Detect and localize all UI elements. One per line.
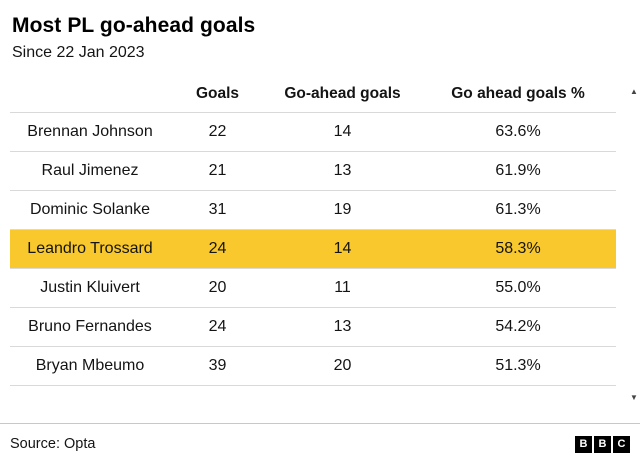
goals-value: 21 <box>208 162 227 179</box>
go-ahead-pct-value: 55.0% <box>495 279 541 296</box>
column-header-go-ahead-goals-pct: Go ahead goals % <box>451 85 585 102</box>
chart-card: Most PL go-ahead goals Since 22 Jan 2023… <box>10 14 640 402</box>
go-ahead-goals-value: 13 <box>333 162 352 179</box>
goals-value: 24 <box>208 318 227 335</box>
goals-value: 20 <box>208 279 227 296</box>
player-name: Dominic Solanke <box>29 201 151 218</box>
source-label: Source: Opta <box>10 436 96 452</box>
table-row: Bruno Fernandes 24 13 54.2% <box>10 308 616 347</box>
column-header-go-ahead-goals: Go-ahead goals <box>284 85 401 102</box>
go-ahead-pct-value: 51.3% <box>495 357 541 374</box>
player-name: Justin Kluivert <box>40 279 140 296</box>
goals-value: 31 <box>208 201 227 218</box>
table-row: Bryan Mbeumo 39 20 51.3% <box>10 347 616 386</box>
go-ahead-pct-value: 61.3% <box>495 201 541 218</box>
table-header-row: Goals Go-ahead goals Go ahead goals % <box>10 76 616 113</box>
go-ahead-goals-value: 20 <box>333 357 352 374</box>
page-title: Most PL go-ahead goals <box>12 14 256 37</box>
player-name: Raul Jimenez <box>41 162 139 179</box>
go-ahead-goals-value: 19 <box>333 201 352 218</box>
go-ahead-pct-value: 61.9% <box>495 162 541 179</box>
go-ahead-goals-value: 13 <box>333 318 352 335</box>
goals-value: 22 <box>208 123 227 140</box>
go-ahead-goals-value: 11 <box>334 279 351 296</box>
chart-footer: Source: Opta B B C <box>0 423 640 464</box>
scroll-up-icon[interactable]: ▲ <box>630 87 638 96</box>
table-row-highlighted: Leandro Trossard 24 14 58.3% <box>10 230 616 269</box>
go-ahead-pct-value: 63.6% <box>495 123 541 140</box>
table-row: Raul Jimenez 21 13 61.9% <box>10 152 616 191</box>
bbc-logo-letter: B <box>575 435 592 453</box>
stats-table: Goals Go-ahead goals Go ahead goals % Br… <box>10 76 616 386</box>
go-ahead-goals-value: 14 <box>333 123 352 140</box>
column-header-goals: Goals <box>195 85 240 102</box>
table-scrollbar[interactable]: ▲ ▼ <box>628 88 640 402</box>
goals-value: 24 <box>208 240 227 257</box>
player-name: Leandro Trossard <box>27 240 153 257</box>
bbc-logo-letter: C <box>613 435 630 453</box>
bbc-logo-letter: B <box>594 435 611 453</box>
scroll-down-icon[interactable]: ▼ <box>630 393 638 402</box>
goals-value: 39 <box>208 357 227 374</box>
go-ahead-goals-value: 14 <box>333 240 352 257</box>
chart-subtitle: Since 22 Jan 2023 <box>12 44 145 61</box>
go-ahead-pct-value: 58.3% <box>495 240 541 257</box>
bbc-logo: B B C <box>575 435 630 453</box>
go-ahead-pct-value: 54.2% <box>495 318 541 335</box>
player-name: Brennan Johnson <box>27 123 153 140</box>
table-row: Justin Kluivert 20 11 55.0% <box>10 269 616 308</box>
table-row: Dominic Solanke 31 19 61.3% <box>10 191 616 230</box>
table-row: Brennan Johnson 22 14 63.6% <box>10 113 616 152</box>
player-name: Bryan Mbeumo <box>35 357 145 374</box>
player-name: Bruno Fernandes <box>28 318 152 335</box>
